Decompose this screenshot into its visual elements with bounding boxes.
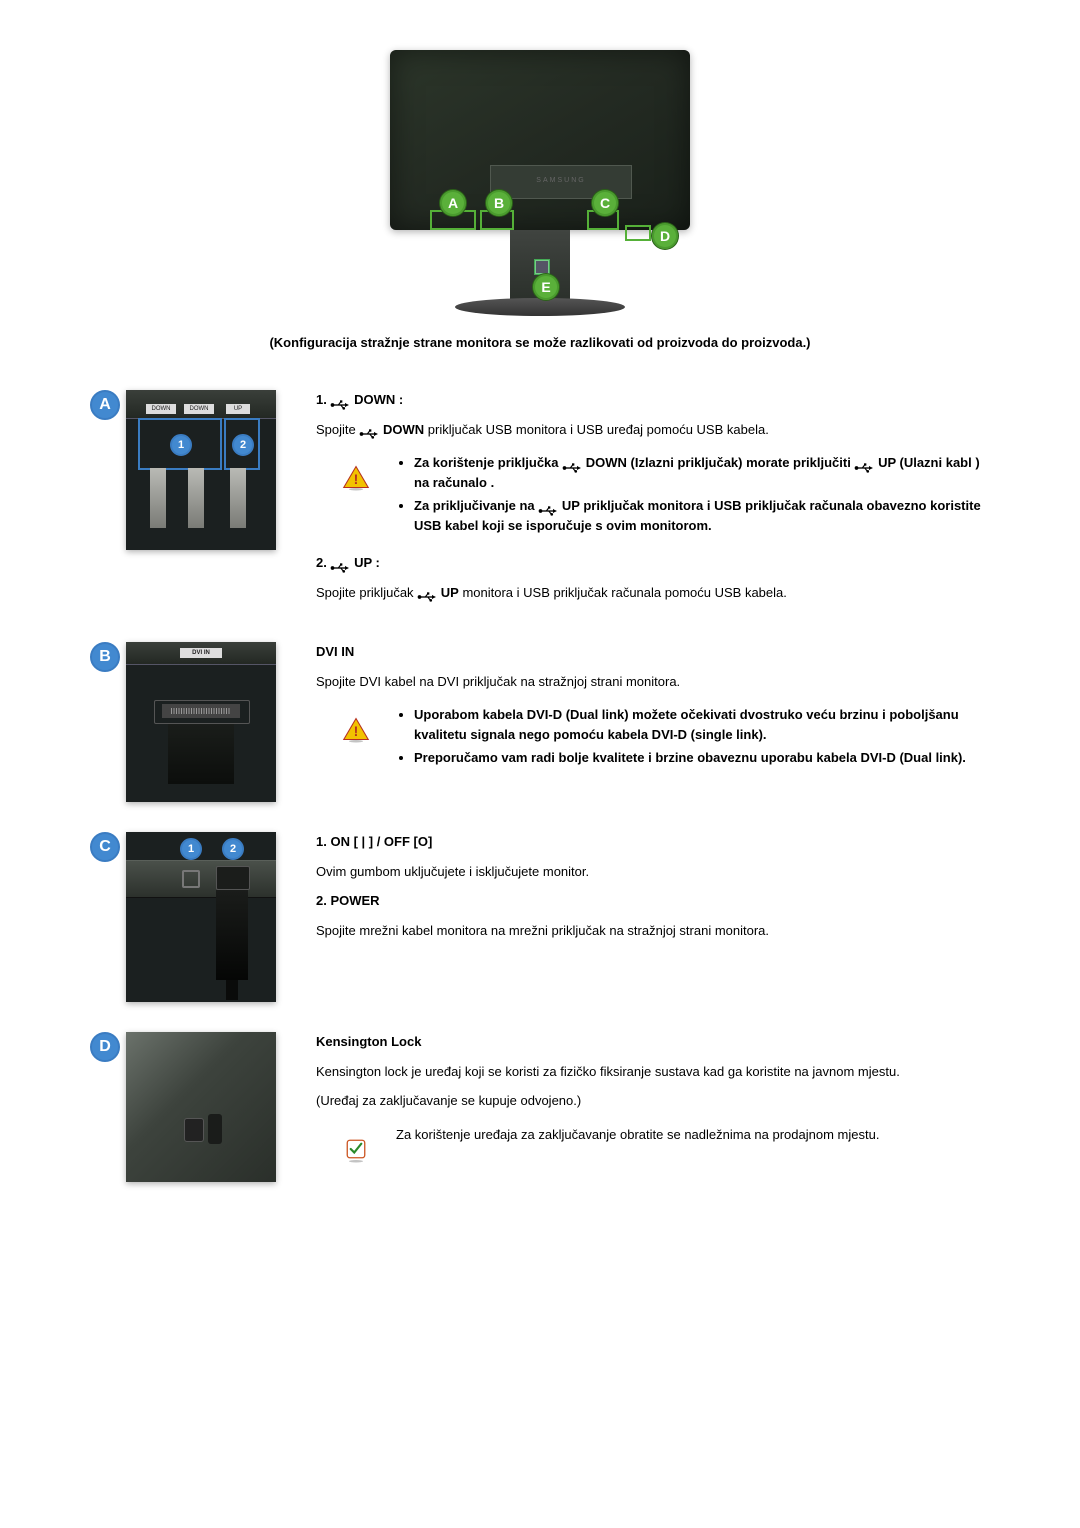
a-note-li1: Za korištenje priključka DOWN (Izlazni p… (414, 453, 990, 492)
a-p1-rest: priključak USB monitora i USB uređaj pom… (424, 422, 769, 437)
thumb-a-badge-2: 2 (232, 434, 254, 456)
thumb-c: 1 2 (126, 832, 276, 1002)
c-p2: Spojite mrežni kabel monitora na mrežni … (316, 921, 990, 941)
thumb-d (126, 1032, 276, 1182)
usb-icon (330, 559, 350, 569)
a-note: ! Za korištenje priključka DOWN (Izlazni… (316, 453, 990, 539)
b-note-li2: Preporučamo vam radi bolje kvalitete i b… (414, 748, 990, 768)
thumb-a-badge-1: 1 (170, 434, 192, 456)
a-title2: 2. UP : (316, 553, 990, 573)
usb-icon (538, 502, 558, 512)
hero-badge-b: B (486, 190, 512, 216)
section-a-badge: A (90, 390, 120, 420)
d-p2: (Uređaj za zaključavanje se kupuje odvoj… (316, 1091, 990, 1111)
a-p1: Spojite DOWN priključak USB monitora i U… (316, 420, 990, 440)
monitor-neck-button (535, 260, 549, 274)
hero-figure: SAMSUNG A B C D E (90, 40, 990, 323)
hero-caption: (Konfiguracija stražnje strane monitora … (90, 335, 990, 350)
warning-icon: ! (316, 453, 396, 497)
monitor-rear-illustration: SAMSUNG A B C D E (370, 40, 710, 320)
usb-icon (417, 588, 437, 598)
hero-badge-c: C (592, 190, 618, 216)
a-p2: Spojite priključak UP monitora i USB pri… (316, 583, 990, 603)
a-p2-prefix: Spojite priključak (316, 585, 417, 600)
b-p1: Spojite DVI kabel na DVI priključak na s… (316, 672, 990, 692)
section-c-badge: C (90, 832, 120, 862)
thumb-c-badge-2: 2 (222, 838, 244, 860)
usb-icon (562, 459, 582, 469)
c-title1: 1. ON [ | ] / OFF [O] (316, 832, 990, 852)
a-p2-rest: monitora i USB priključak računala pomoć… (459, 585, 787, 600)
usb-icon (359, 425, 379, 435)
a-title1: 1. DOWN : (316, 390, 990, 410)
b-note: ! Uporabom kabela DVI-D (Dual link) može… (316, 705, 990, 772)
hero-badge-a: A (440, 190, 466, 216)
a-note-li2-a: Za priključivanje na (414, 498, 538, 513)
usb-icon (330, 396, 350, 406)
a-p1-bold: DOWN (379, 422, 424, 437)
section-a: A DOWN DOWN UP 1 2 1. DOWN : Spojite DOW… (90, 390, 990, 612)
section-b-badge: B (90, 642, 120, 672)
thumb-a-up-label: UP (226, 404, 250, 414)
a-p2-bold: UP (437, 585, 459, 600)
c-title2: 2. POWER (316, 891, 990, 911)
thumb-b-label: DVI IN (180, 648, 222, 658)
monitor-body: SAMSUNG (390, 50, 690, 230)
svg-text:!: ! (354, 471, 359, 487)
a-title2-text: UP : (350, 555, 379, 570)
c-p1: Ovim gumbom uključujete i isključujete m… (316, 862, 990, 882)
thumb-a-down-label2: DOWN (184, 404, 214, 414)
section-d-badge: D (90, 1032, 120, 1062)
b-note-li1: Uporabom kabela DVI-D (Dual link) možete… (414, 705, 990, 744)
a-note-li1-b: DOWN (Izlazni priključak) morate priklju… (582, 455, 854, 470)
a-title2-num: 2. (316, 555, 330, 570)
d-p1: Kensington lock je uređaj koji se korist… (316, 1062, 990, 1082)
section-b: B DVI IN DVI IN Spojite DVI kabel na DVI… (90, 642, 990, 802)
thumb-b: DVI IN (126, 642, 276, 802)
thumb-c-badge-1: 1 (180, 838, 202, 860)
a-title1-num: 1. (316, 392, 330, 407)
d-note-text: Za korištenje uređaja za zaključavanje o… (396, 1125, 990, 1145)
check-icon (316, 1125, 396, 1169)
hero-badge-e: E (533, 274, 559, 300)
monitor-base (455, 298, 625, 316)
a-title1-text: DOWN : (350, 392, 403, 407)
a-note-li2: Za priključivanje na UP priključak monit… (414, 496, 990, 535)
hero-badge-d: D (652, 223, 678, 249)
thumb-a-down-label: DOWN (146, 404, 176, 414)
section-c: C 1 2 1. ON [ | ] / OFF [O] Ovim gumbom … (90, 832, 990, 1002)
a-p1-prefix: Spojite (316, 422, 359, 437)
a-note-li1-a: Za korištenje priključka (414, 455, 562, 470)
d-note: Za korištenje uređaja za zaključavanje o… (316, 1125, 990, 1169)
section-d: D Kensington Lock Kensington lock je ure… (90, 1032, 990, 1182)
port-box-d1 (625, 225, 651, 241)
thumb-a: DOWN DOWN UP 1 2 (126, 390, 276, 550)
d-title: Kensington Lock (316, 1032, 990, 1052)
b-title: DVI IN (316, 642, 990, 662)
usb-icon (854, 459, 874, 469)
warning-icon: ! (316, 705, 396, 749)
svg-text:!: ! (354, 723, 359, 739)
